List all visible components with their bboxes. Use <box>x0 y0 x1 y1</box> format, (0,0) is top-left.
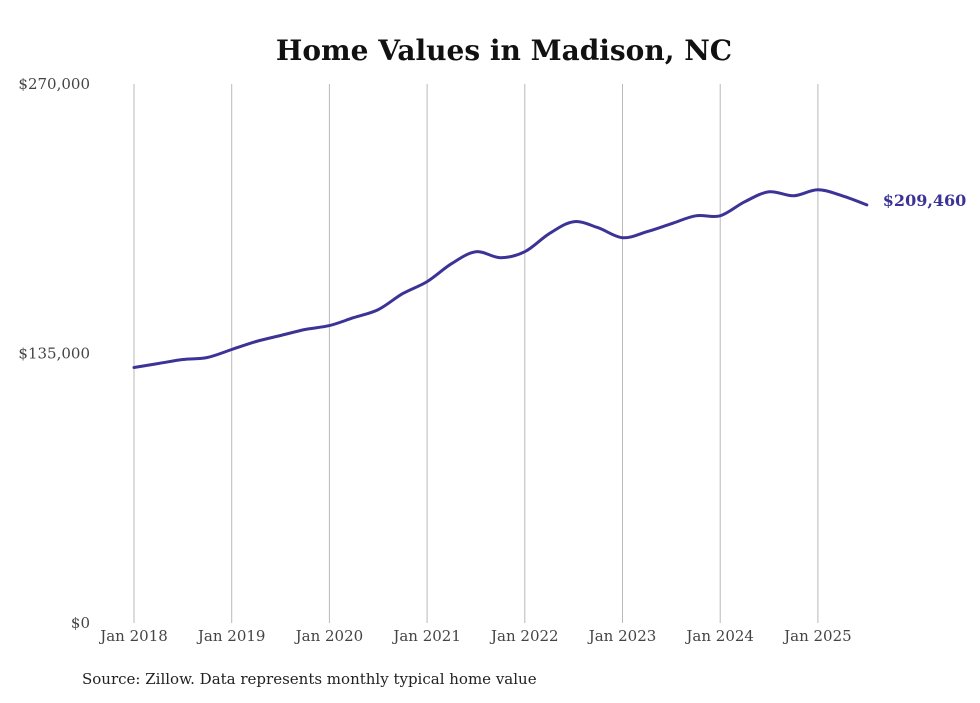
series-line-home-value <box>132 188 869 369</box>
gridlines <box>133 84 819 623</box>
x-tick-label: Jan 2024 <box>684 627 754 645</box>
x-axis-ticks: Jan 2018 Jan 2019 Jan 2020 Jan 2021 Jan 2022… <box>98 627 851 645</box>
x-tick-label: Jan 2021 <box>391 627 461 645</box>
y-tick-label: $270,000 <box>18 75 90 93</box>
x-tick-label: Jan 2020 <box>294 627 364 645</box>
x-tick-label: Jan 2018 <box>98 627 168 645</box>
x-tick-label: Jan 2023 <box>587 627 657 645</box>
end-value-label: $209,460 <box>883 191 967 210</box>
y-axis-ticks: $0 $135,000 $270,000 <box>18 75 90 632</box>
x-tick-label: Jan 2019 <box>196 627 266 645</box>
y-tick-label: $135,000 <box>18 345 90 363</box>
x-tick-label: Jan 2022 <box>489 627 559 645</box>
chart-title: Home Values in Madison, NC <box>276 34 732 67</box>
source-note: Source: Zillow. Data represents monthly … <box>82 670 537 688</box>
series-layer <box>132 188 869 369</box>
y-tick-label: $0 <box>71 614 90 632</box>
x-tick-label: Jan 2025 <box>782 627 852 645</box>
